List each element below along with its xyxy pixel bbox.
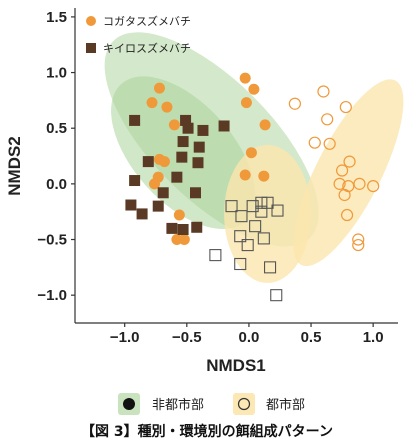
x-tick-label: 0.0 <box>238 329 259 346</box>
point-kogata-urban-14 <box>352 233 365 246</box>
point-kiiro-nonurban-19 <box>191 221 203 233</box>
point-kogata-nonurban-3 <box>168 119 180 131</box>
point-kogata-nonurban-15 <box>245 147 257 159</box>
species-legend: コガタスズメバチ キイロスズメバチ <box>86 14 191 55</box>
point-kogata-urban-15 <box>352 238 365 252</box>
point-kiiro-nonurban-16 <box>136 208 148 220</box>
point-kogata-urban-8 <box>333 177 346 190</box>
point-kogata-nonurban-1 <box>146 97 158 109</box>
point-kiiro-nonurban-10 <box>129 175 141 187</box>
point-kogata-urban-2 <box>321 113 334 126</box>
point-kiiro-nonurban-18 <box>177 224 189 236</box>
x-tick-label: −0.5 <box>172 329 202 346</box>
point-kiiro-urban-2 <box>261 196 274 209</box>
point-kiiro-nonurban-0 <box>129 114 141 126</box>
point-kiiro-nonurban-4 <box>177 136 189 148</box>
x-tick-label: 1.0 <box>363 329 384 346</box>
point-kiiro-nonurban-8 <box>192 157 204 169</box>
environment-legend: 非都市部 都市部 <box>118 393 305 415</box>
legend-kiiro-label: キイロスズメバチ <box>103 41 191 55</box>
point-kogata-nonurban-10 <box>171 234 183 246</box>
point-kiiro-urban-7 <box>249 220 262 233</box>
point-kiiro-urban-5 <box>235 210 248 223</box>
legend-nonurban-marker <box>123 398 135 410</box>
point-kiiro-nonurban-7 <box>193 141 205 153</box>
point-kogata-nonurban-0 <box>153 82 165 94</box>
data-points <box>125 72 380 302</box>
point-kiiro-nonurban-11 <box>171 171 183 183</box>
point-kogata-nonurban-12 <box>248 83 260 95</box>
point-kiiro-nonurban-1 <box>180 114 192 126</box>
point-kogata-urban-11 <box>353 177 366 190</box>
point-kogata-urban-3 <box>339 100 352 114</box>
point-kiiro-nonurban-15 <box>152 200 164 212</box>
point-kogata-nonurban-7 <box>149 178 161 190</box>
point-kiiro-nonurban-14 <box>125 199 137 211</box>
point-kogata-nonurban-14 <box>259 119 271 131</box>
point-kogata-nonurban-11 <box>239 72 251 84</box>
point-kiiro-urban-6 <box>271 204 284 217</box>
x-axis-title: NMDS1 <box>206 356 266 375</box>
point-kiiro-urban-9 <box>241 239 254 252</box>
point-kogata-nonurban-16 <box>258 170 270 182</box>
legend-urban-swatch <box>233 393 255 415</box>
point-kogata-urban-6 <box>343 155 356 168</box>
point-kiiro-urban-8 <box>234 230 247 243</box>
point-kiiro-nonurban-2 <box>182 122 194 134</box>
y-tick-label: 0.5 <box>46 120 67 137</box>
ellipse-urban-kiiro <box>293 79 404 267</box>
y-tick-label: 1.0 <box>46 65 67 82</box>
point-kogata-nonurban-13 <box>240 97 252 109</box>
point-kogata-nonurban-17 <box>239 169 251 181</box>
y-tick-label: 0.0 <box>46 176 67 193</box>
point-kogata-nonurban-8 <box>173 209 185 221</box>
x-tick-label: −1.0 <box>110 329 140 346</box>
y-tick-label: −1.0 <box>37 287 67 304</box>
point-kogata-urban-12 <box>367 179 380 193</box>
point-kiiro-urban-0 <box>225 200 238 213</box>
tick-labels: −1.0 −0.5 0.0 0.5 1.0 1.5 1.0 0.5 0.0 −0.5 −1.0 <box>37 9 383 346</box>
point-kiiro-urban-14 <box>270 289 283 302</box>
point-kogata-urban-0 <box>288 97 301 110</box>
point-kogata-urban-1 <box>317 85 330 98</box>
legend-urban-label: 都市部 <box>266 397 305 413</box>
point-kogata-urban-13 <box>340 208 354 222</box>
point-kiiro-nonurban-6 <box>142 156 154 168</box>
legend-nonurban-label: 非都市部 <box>152 397 204 413</box>
point-kiiro-nonurban-9 <box>218 120 230 132</box>
point-kogata-nonurban-2 <box>161 101 173 113</box>
figure-caption: 【図 3】種別・環境別の餌組成パターン <box>81 424 333 440</box>
point-kiiro-nonurban-5 <box>176 151 188 163</box>
y-tick-label: −0.5 <box>37 232 67 249</box>
y-axis-title: NMDS2 <box>5 136 24 196</box>
axes <box>74 8 398 324</box>
legend-kiiro-marker <box>86 43 96 53</box>
point-kiiro-urban-10 <box>257 232 270 245</box>
point-kiiro-urban-4 <box>255 205 268 218</box>
point-kogata-urban-5 <box>323 137 336 150</box>
y-tick-label: 1.5 <box>46 9 67 26</box>
point-kogata-urban-4 <box>308 136 321 149</box>
point-kiiro-nonurban-17 <box>166 222 178 234</box>
legend-urban-marker <box>237 397 251 411</box>
point-kiiro-urban-1 <box>255 196 268 209</box>
point-kiiro-nonurban-13 <box>190 187 202 199</box>
point-kiiro-nonurban-12 <box>157 187 169 199</box>
legend-kogata-marker <box>86 16 96 26</box>
point-kiiro-urban-13 <box>263 261 277 274</box>
legend-kogata-label: コガタスズメバチ <box>103 14 191 28</box>
point-kiiro-urban-11 <box>209 249 222 262</box>
point-kogata-urban-7 <box>335 164 349 177</box>
point-kiiro-nonurban-3 <box>197 124 209 136</box>
x-tick-label: 0.5 <box>301 329 322 346</box>
point-kogata-nonurban-5 <box>158 156 170 168</box>
point-kiiro-urban-12 <box>234 257 247 271</box>
point-kogata-urban-10 <box>338 188 351 202</box>
